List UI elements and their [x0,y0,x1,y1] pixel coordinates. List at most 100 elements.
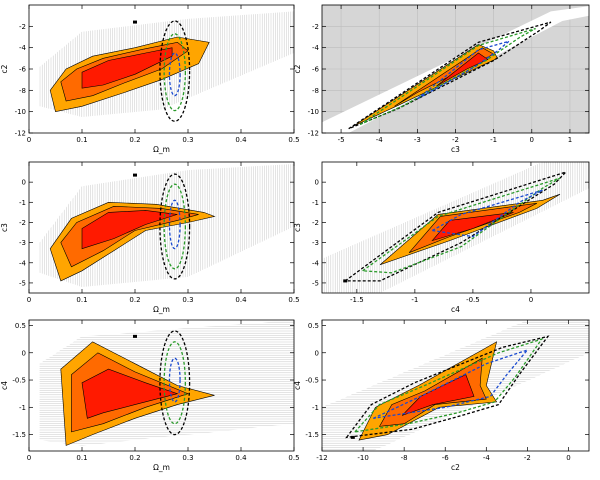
x-tick-label: 0.1 [76,454,87,462]
x-tick-label: 0 [566,454,570,462]
x-tick-label: -6 [442,454,450,462]
region-inner [81,368,179,419]
plot-frame [321,319,590,452]
x-tick-label: 0 [530,136,534,144]
x-axis-label: Ω_m [153,145,170,154]
region-inner [81,210,178,250]
dashed-contour-1 [353,337,544,433]
y-tick-label: -4 [312,259,320,267]
dashed-contour-1 [359,27,536,126]
dashed-contour-2 [168,199,181,250]
y-tick-label: -2 [19,23,26,31]
y-tick-label: -4 [312,44,320,52]
y-tick-label: -1 [312,404,319,412]
y-tick-label: -0.5 [12,377,26,385]
x-tick-label: -2 [452,136,459,144]
dashed-contour-1 [360,177,561,274]
dashed-contour-1 [163,341,186,425]
y-tick-label: -6 [312,66,320,74]
x-tick-label: 0 [27,454,31,462]
dashed-contour-0 [159,330,191,436]
x-tick-label: 0.5 [288,136,299,144]
fiducial-marker [343,279,348,283]
x-tick-label: 0.4 [235,296,247,304]
y-tick-label: -3 [19,239,26,247]
x-axis-label: Ω_m [153,305,170,314]
y-tick-label: -1 [19,404,26,412]
panel-p3: 0 0.1 0.2 0.3 0.4 0.5 -5 -4 -3 -2 -1 0 Ω_m c3 [0,161,300,314]
y-axis-label: c3 [0,223,9,232]
panel-p1: 0 0.1 0.2 0.3 0.4 0.5 -12 -10 -8 -6 -4 -2 Ω_m c2 [0,4,300,154]
y-tick-label: 0.5 [308,322,319,330]
dashed-contour-1 [163,183,186,270]
x-axis-label: Ω_m [153,463,170,472]
x-tick-label: 0.4 [235,454,247,462]
x-tick-label: 0.3 [182,296,193,304]
y-axis-label: c3 [293,223,302,232]
panel-p4: -1.5 -1 -0.5 0 -5 -4 -3 -2 -1 0 c4 c3 [293,161,590,314]
x-tick-label: -3 [414,136,421,144]
y-tick-label: -5 [19,279,26,287]
y-tick-label: -8 [19,87,26,95]
y-tick-label: -3 [312,239,319,247]
y-tick-label: -1 [19,199,26,207]
x-tick-label: 0 [27,136,31,144]
x-tick-label: -4 [376,136,384,144]
x-tick-label: 0.1 [76,296,87,304]
x-tick-label: 0.2 [129,136,140,144]
x-tick-label: -1 [411,296,418,304]
x-axis-label: c3 [451,145,460,154]
y-tick-label: -5 [312,279,319,287]
x-tick-label: 0.2 [129,296,140,304]
y-tick-label: -2 [312,23,319,31]
y-tick-label: -1.5 [12,431,26,439]
x-tick-label: -0.5 [466,296,480,304]
dashed-contour-0 [345,335,550,439]
y-tick-label: -6 [19,66,27,74]
x-tick-label: 0.5 [288,296,299,304]
plot-frame [28,319,295,452]
panel-p6: -12 -10 -8 -6 -4 -2 0 -1.5 -1 -0.5 0 0.5 c2 c4 [293,319,590,472]
y-tick-label: -1 [312,199,319,207]
region-inner [436,52,489,87]
x-tick-label: 0.3 [182,454,193,462]
y-tick-label: -4 [19,259,27,267]
x-tick-label: -8 [401,454,408,462]
x-tick-label: 0 [27,296,31,304]
dashed-contour-0 [159,173,191,280]
y-tick-label: -2 [312,219,319,227]
x-tick-label: 0.4 [235,136,247,144]
x-tick-label: 0.3 [182,136,193,144]
y-tick-label: -10 [308,108,319,116]
y-axis-label: c4 [0,381,9,390]
dashed-contour-0 [343,171,567,282]
y-axis-label: c2 [0,64,9,73]
x-tick-label: 0.1 [76,136,87,144]
dashed-contour-1 [163,33,186,112]
dashed-contour-2 [168,52,181,97]
dashed-contour-2 [416,40,510,100]
dashed-contour-0 [159,20,191,122]
y-tick-label: 0 [315,349,319,357]
x-tick-label: -1.5 [350,296,364,304]
x-tick-label: -12 [316,454,327,462]
y-tick-label: -10 [15,108,26,116]
dashed-contour-2 [430,189,543,238]
dashed-contour-2 [168,357,181,403]
region-inner [401,374,475,416]
x-tick-label: -5 [338,136,345,144]
y-tick-label: -2 [19,219,26,227]
y-axis-label: c2 [293,64,302,73]
x-tick-label: 0.5 [288,454,299,462]
dashed-contour-2 [373,348,530,419]
x-axis-label: c2 [451,463,460,472]
region-inner [81,47,173,89]
y-tick-label: 0.5 [15,322,26,330]
y-tick-label: -0.5 [305,377,319,385]
plot-frame [28,161,295,294]
plot-frame [321,161,590,294]
x-tick-label: -10 [357,454,368,462]
y-tick-label: -1.5 [305,431,319,439]
